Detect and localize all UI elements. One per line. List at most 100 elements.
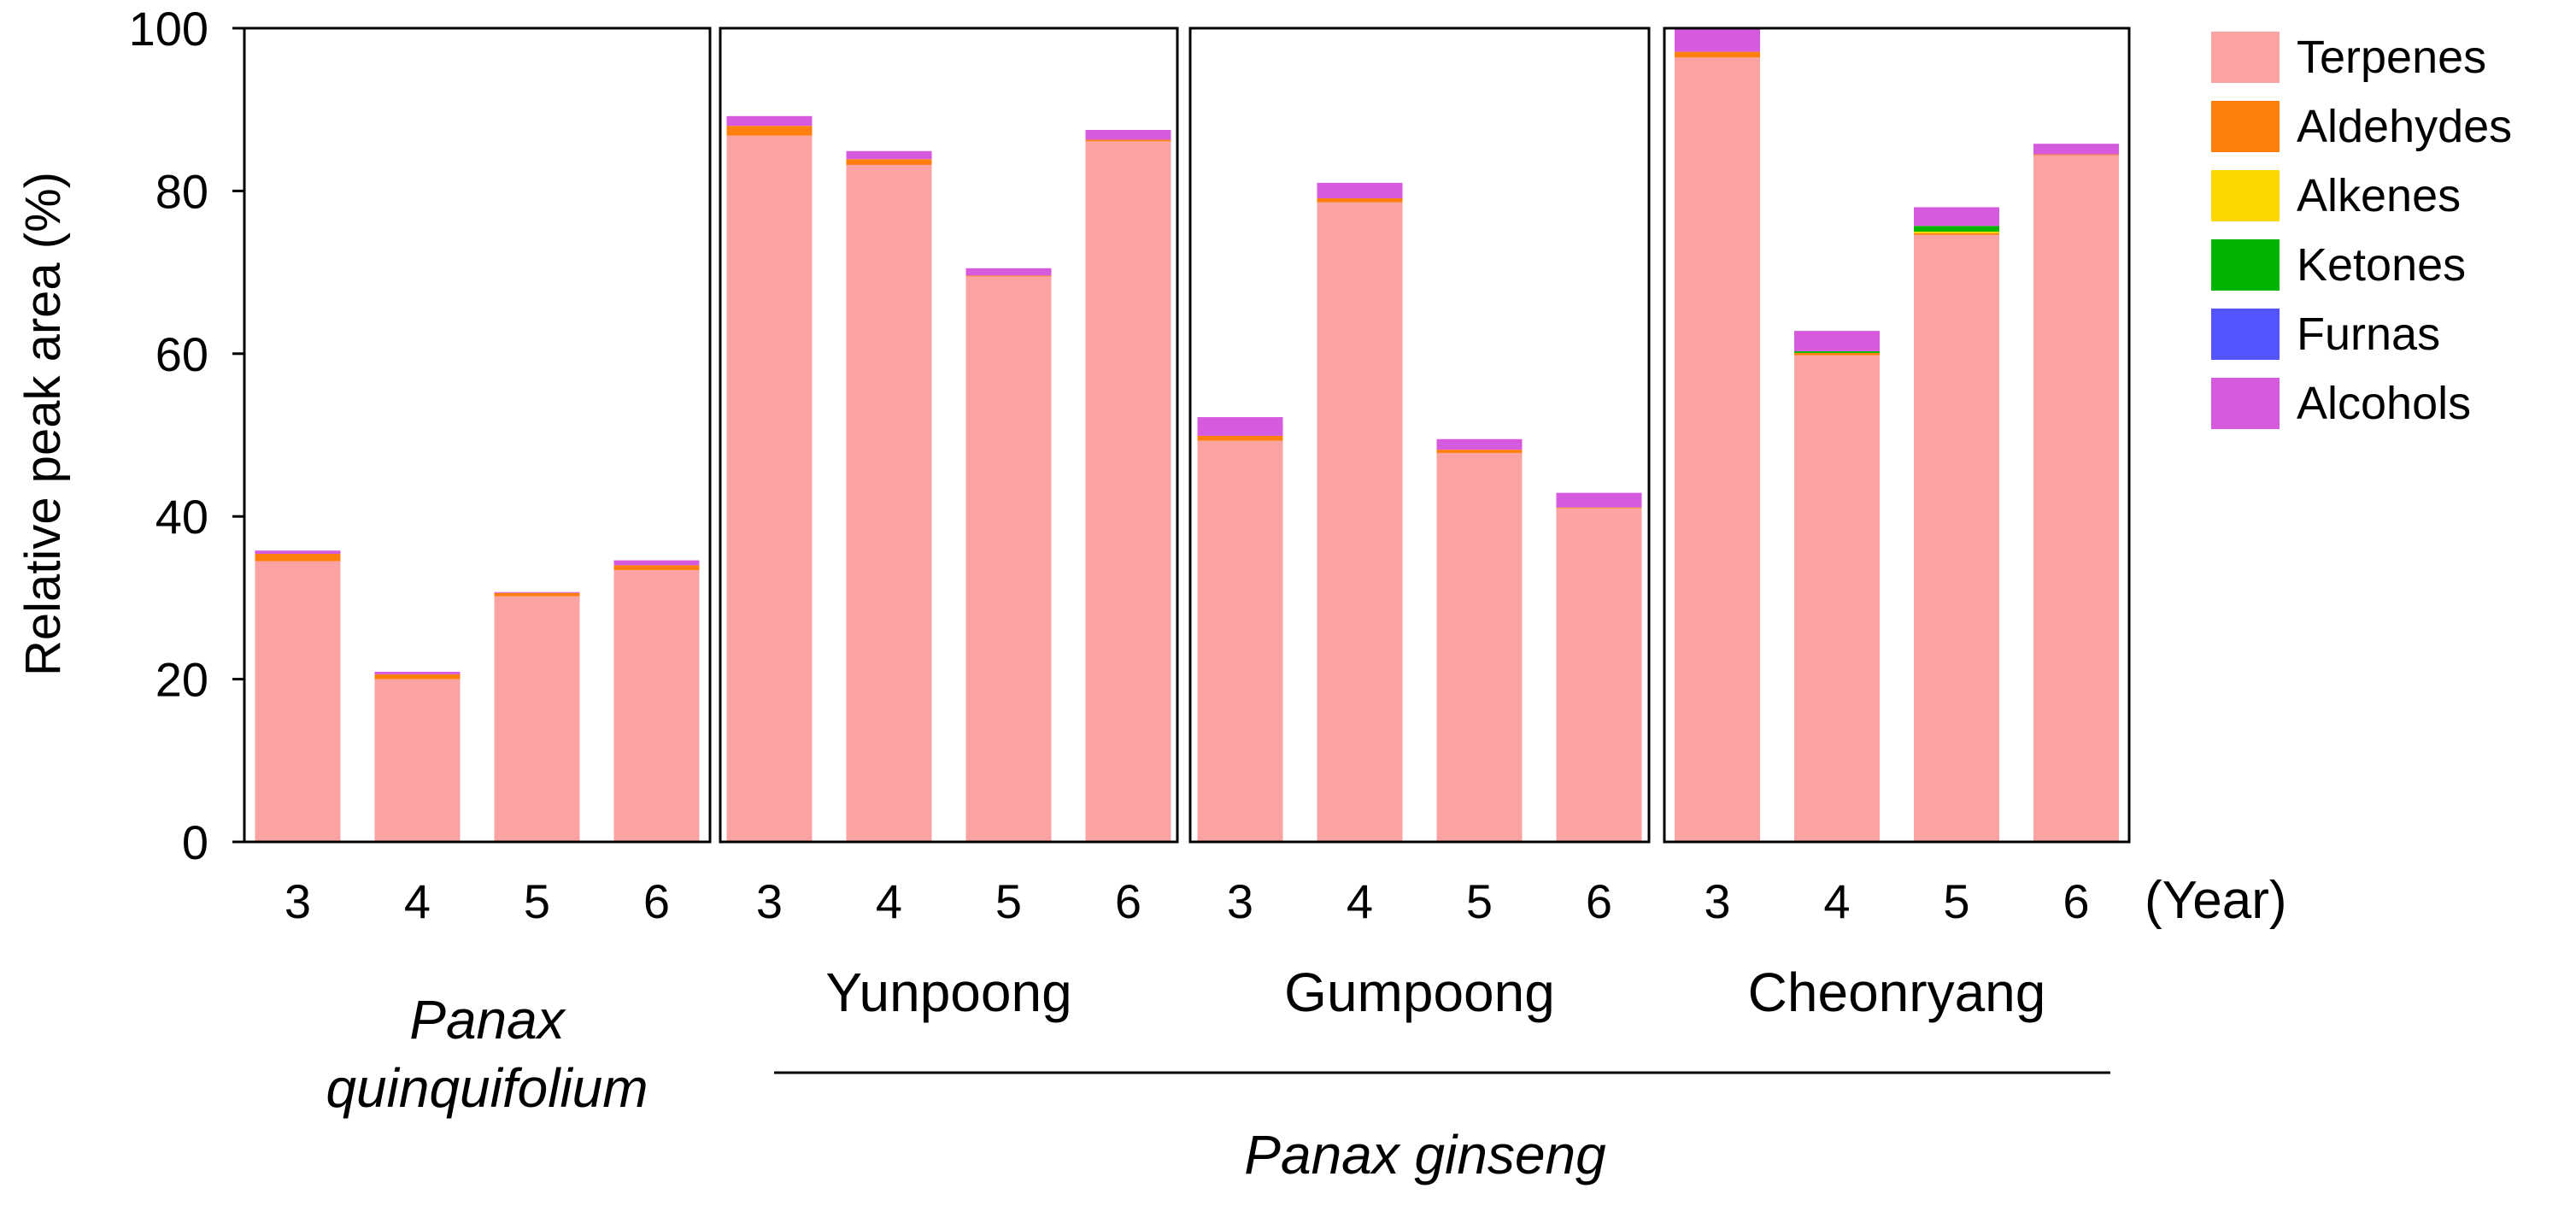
bar-cheonryang-6-aldehydes — [2033, 154, 2119, 156]
bar-yunpoong-5-terpenes — [965, 276, 1052, 842]
panel-frame-2 — [719, 26, 1179, 844]
legend-label-alcohols: Alcohols — [2297, 378, 2471, 429]
group-label-gumpoong: Gumpoong — [1284, 962, 1555, 1023]
x-tick-label-cheonryang-4: 4 — [1823, 874, 1850, 928]
bar-cheonryang-3-alcohols — [1675, 28, 1760, 52]
y-tick-label-0: 0 — [182, 815, 208, 869]
x-tick-label-cheonryang-3: 3 — [1704, 874, 1730, 928]
x-tick-label-yunpoong-4: 4 — [876, 874, 902, 928]
bar-gumpoong-3-alcohols — [1197, 417, 1283, 436]
bar-cheonryang-4-ketones — [1794, 350, 1880, 353]
bar-cheonryang-3-terpenes — [1675, 57, 1760, 843]
panel-frame-3 — [1188, 26, 1651, 844]
x-tick-label-gumpoong-6: 6 — [1586, 874, 1612, 928]
bar-gumpoong-4-alcohols — [1317, 182, 1403, 198]
bar-gumpoong-4-terpenes — [1317, 202, 1403, 842]
x-tick-label-panax-quinquifolium-6: 6 — [643, 874, 670, 928]
group-labels: Yunpoong Gumpoong Cheonryang Panax quinquifo… — [326, 962, 2110, 1185]
legend-label-furnas: Furnas — [2297, 309, 2440, 360]
legend-label-aldehydes: Aldehydes — [2297, 101, 2512, 152]
group-label-cheonryang: Cheonryang — [1748, 962, 2046, 1023]
x-tick-label-panax-quinquifolium-3: 3 — [285, 874, 311, 928]
legend-swatch-aldehydes — [2211, 101, 2280, 152]
panel-frame-1 — [243, 26, 712, 844]
bar-yunpoong-4-aldehydes — [846, 159, 932, 165]
x-tick-label-yunpoong-3: 3 — [756, 874, 783, 928]
bar-gumpoong-5-alcohols — [1436, 438, 1523, 450]
x-tick-label-gumpoong-5: 5 — [1466, 874, 1493, 928]
bar-gumpoong-6-aldehydes — [1556, 507, 1642, 509]
bar-gumpoong-5-terpenes — [1436, 452, 1523, 842]
bar-cheonryang-5-aldehydes — [1914, 232, 1999, 235]
x-tick-label-gumpoong-4: 4 — [1347, 874, 1373, 928]
x-unit-label: (Year) — [2145, 871, 2287, 930]
bar-yunpoong-6-aldehydes — [1085, 139, 1171, 142]
species-label-quinquifolium-line1: Panax — [409, 989, 566, 1050]
bar-panax-quinquifolium-4-alcohols — [374, 672, 461, 674]
bar-gumpoong-3-terpenes — [1197, 440, 1283, 842]
species-label-quinquifolium-line2: quinquifolium — [326, 1057, 648, 1119]
x-tick-label-gumpoong-3: 3 — [1227, 874, 1253, 928]
bar-panax-quinquifolium-3-alcohols — [255, 550, 341, 554]
bar-yunpoong-4-alcohols — [846, 150, 932, 160]
legend: Terpenes Aldehydes Alkenes Ketones Furnas Alc… — [2211, 32, 2512, 429]
bar-panax-quinquifolium-6-terpenes — [613, 570, 700, 842]
bar-panax-quinquifolium-3-aldehydes — [255, 553, 341, 562]
bar-panax-quinquifolium-5-terpenes — [494, 596, 580, 842]
y-tick-label-60: 60 — [155, 327, 208, 381]
bar-cheonryang-6-alcohols — [2033, 144, 2119, 155]
y-tick-label-40: 40 — [155, 490, 208, 544]
bar-panax-quinquifolium-6-aldehydes — [613, 565, 700, 571]
bar-cheonryang-4-aldehydes — [1794, 352, 1880, 356]
species-label-ginseng: Panax ginseng — [1244, 1124, 1606, 1185]
legend-swatch-furnas — [2211, 309, 2280, 360]
x-tick-label-panax-quinquifolium-5: 5 — [524, 874, 550, 928]
legend-swatch-ketones — [2211, 239, 2280, 291]
bar-cheonryang-5-alcohols — [1914, 207, 1999, 226]
bar-yunpoong-5-aldehydes — [965, 275, 1052, 277]
group-label-yunpoong: Yunpoong — [825, 962, 1071, 1023]
bar-yunpoong-5-alcohols — [965, 268, 1052, 276]
y-axis: 0 20 40 60 80 100 — [129, 2, 244, 869]
y-axis-label: Relative peak area (%) — [15, 172, 71, 676]
legend-label-terpenes: Terpenes — [2297, 32, 2486, 83]
legend-swatch-terpenes — [2211, 32, 2280, 83]
legend-swatch-alkenes — [2211, 170, 2280, 221]
x-tick-label-panax-quinquifolium-4: 4 — [404, 874, 431, 928]
bar-cheonryang-4-alcohols — [1794, 331, 1880, 351]
x-tick-label-yunpoong-6: 6 — [1115, 874, 1141, 928]
bar-yunpoong-6-alcohols — [1085, 130, 1171, 140]
bar-gumpoong-6-terpenes — [1556, 508, 1642, 842]
bar-panax-quinquifolium-4-aldehydes — [374, 674, 461, 679]
bar-cheonryang-3-aldehydes — [1675, 51, 1760, 58]
bar-cheonryang-5-terpenes — [1914, 234, 1999, 843]
legend-label-alkenes: Alkenes — [2297, 170, 2461, 221]
bar-panax-quinquifolium-5-alcohols — [494, 591, 580, 593]
x-tick-label-cheonryang-5: 5 — [1943, 874, 1969, 928]
bar-gumpoong-6-alcohols — [1556, 492, 1642, 508]
legend-label-ketones: Ketones — [2297, 239, 2466, 291]
y-tick-label-20: 20 — [155, 653, 208, 707]
panel-frames — [243, 26, 2131, 844]
panel-frame-4 — [1663, 26, 2131, 844]
bar-gumpoong-4-aldehydes — [1317, 197, 1403, 203]
bar-panax-quinquifolium-6-alcohols — [613, 560, 700, 566]
legend-swatch-alcohols — [2211, 378, 2280, 429]
bar-panax-quinquifolium-4-terpenes — [374, 679, 461, 842]
bar-gumpoong-3-aldehydes — [1197, 435, 1283, 441]
bar-yunpoong-4-terpenes — [846, 164, 932, 842]
y-tick-label-80: 80 — [155, 164, 208, 218]
bar-yunpoong-6-terpenes — [1085, 141, 1171, 842]
bar-cheonryang-5-ketones — [1914, 226, 1999, 232]
bar-yunpoong-3-terpenes — [726, 135, 813, 842]
bar-cheonryang-6-terpenes — [2033, 155, 2119, 843]
bar-yunpoong-3-alcohols — [726, 115, 813, 126]
bar-yunpoong-3-aldehydes — [726, 126, 813, 136]
x-tick-label-yunpoong-5: 5 — [995, 874, 1022, 928]
bar-cheonryang-4-terpenes — [1794, 355, 1880, 843]
bar-gumpoong-5-aldehydes — [1436, 450, 1523, 453]
bar-marks — [255, 28, 2119, 843]
x-tick-label-cheonryang-6: 6 — [2063, 874, 2089, 928]
bar-cheonryang-5-alkenes — [1914, 232, 1999, 233]
